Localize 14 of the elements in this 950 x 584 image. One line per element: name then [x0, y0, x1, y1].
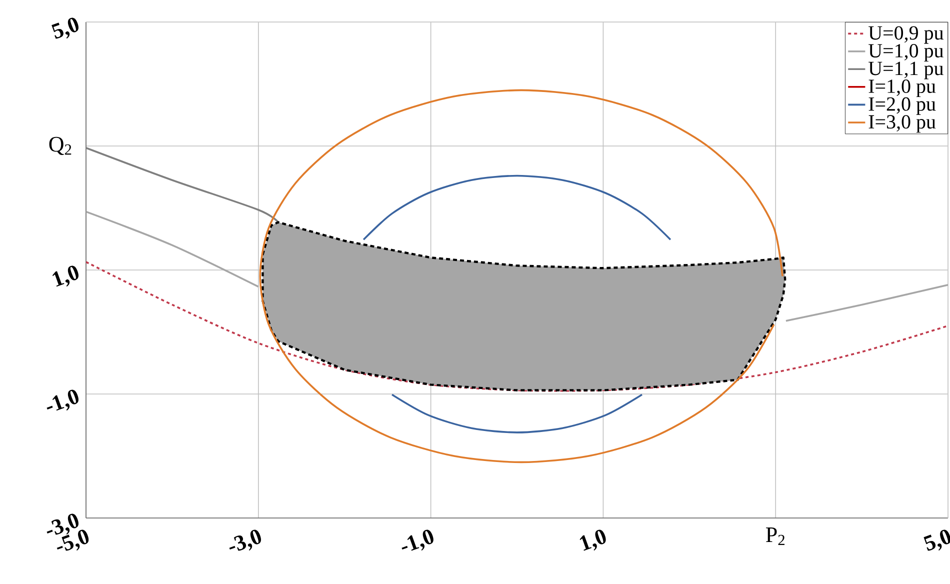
legend-label: U=0,9 pu: [868, 26, 944, 44]
x-tick-label: 1,0: [580, 530, 606, 551]
legend-label: I=3,0 pu: [868, 115, 936, 133]
x-tick-label: -1,0: [402, 530, 434, 551]
y-axis-title: Q$_{2}$: [49, 136, 72, 156]
legend-label: I=1,0 pu: [868, 80, 936, 98]
legend-label: I=2,0 pu: [868, 97, 936, 115]
y-tick-label: -1,0: [46, 390, 79, 411]
y-tick-label: 5,0: [52, 18, 79, 39]
y-tick-label: 1,0: [52, 266, 79, 287]
x-axis-title: P$_{2}$: [766, 528, 784, 546]
x-tick-label: -3,0: [229, 530, 262, 551]
legend-label: U=1,1 pu: [868, 62, 944, 80]
legend-label: U=1,0 pu: [868, 44, 944, 62]
